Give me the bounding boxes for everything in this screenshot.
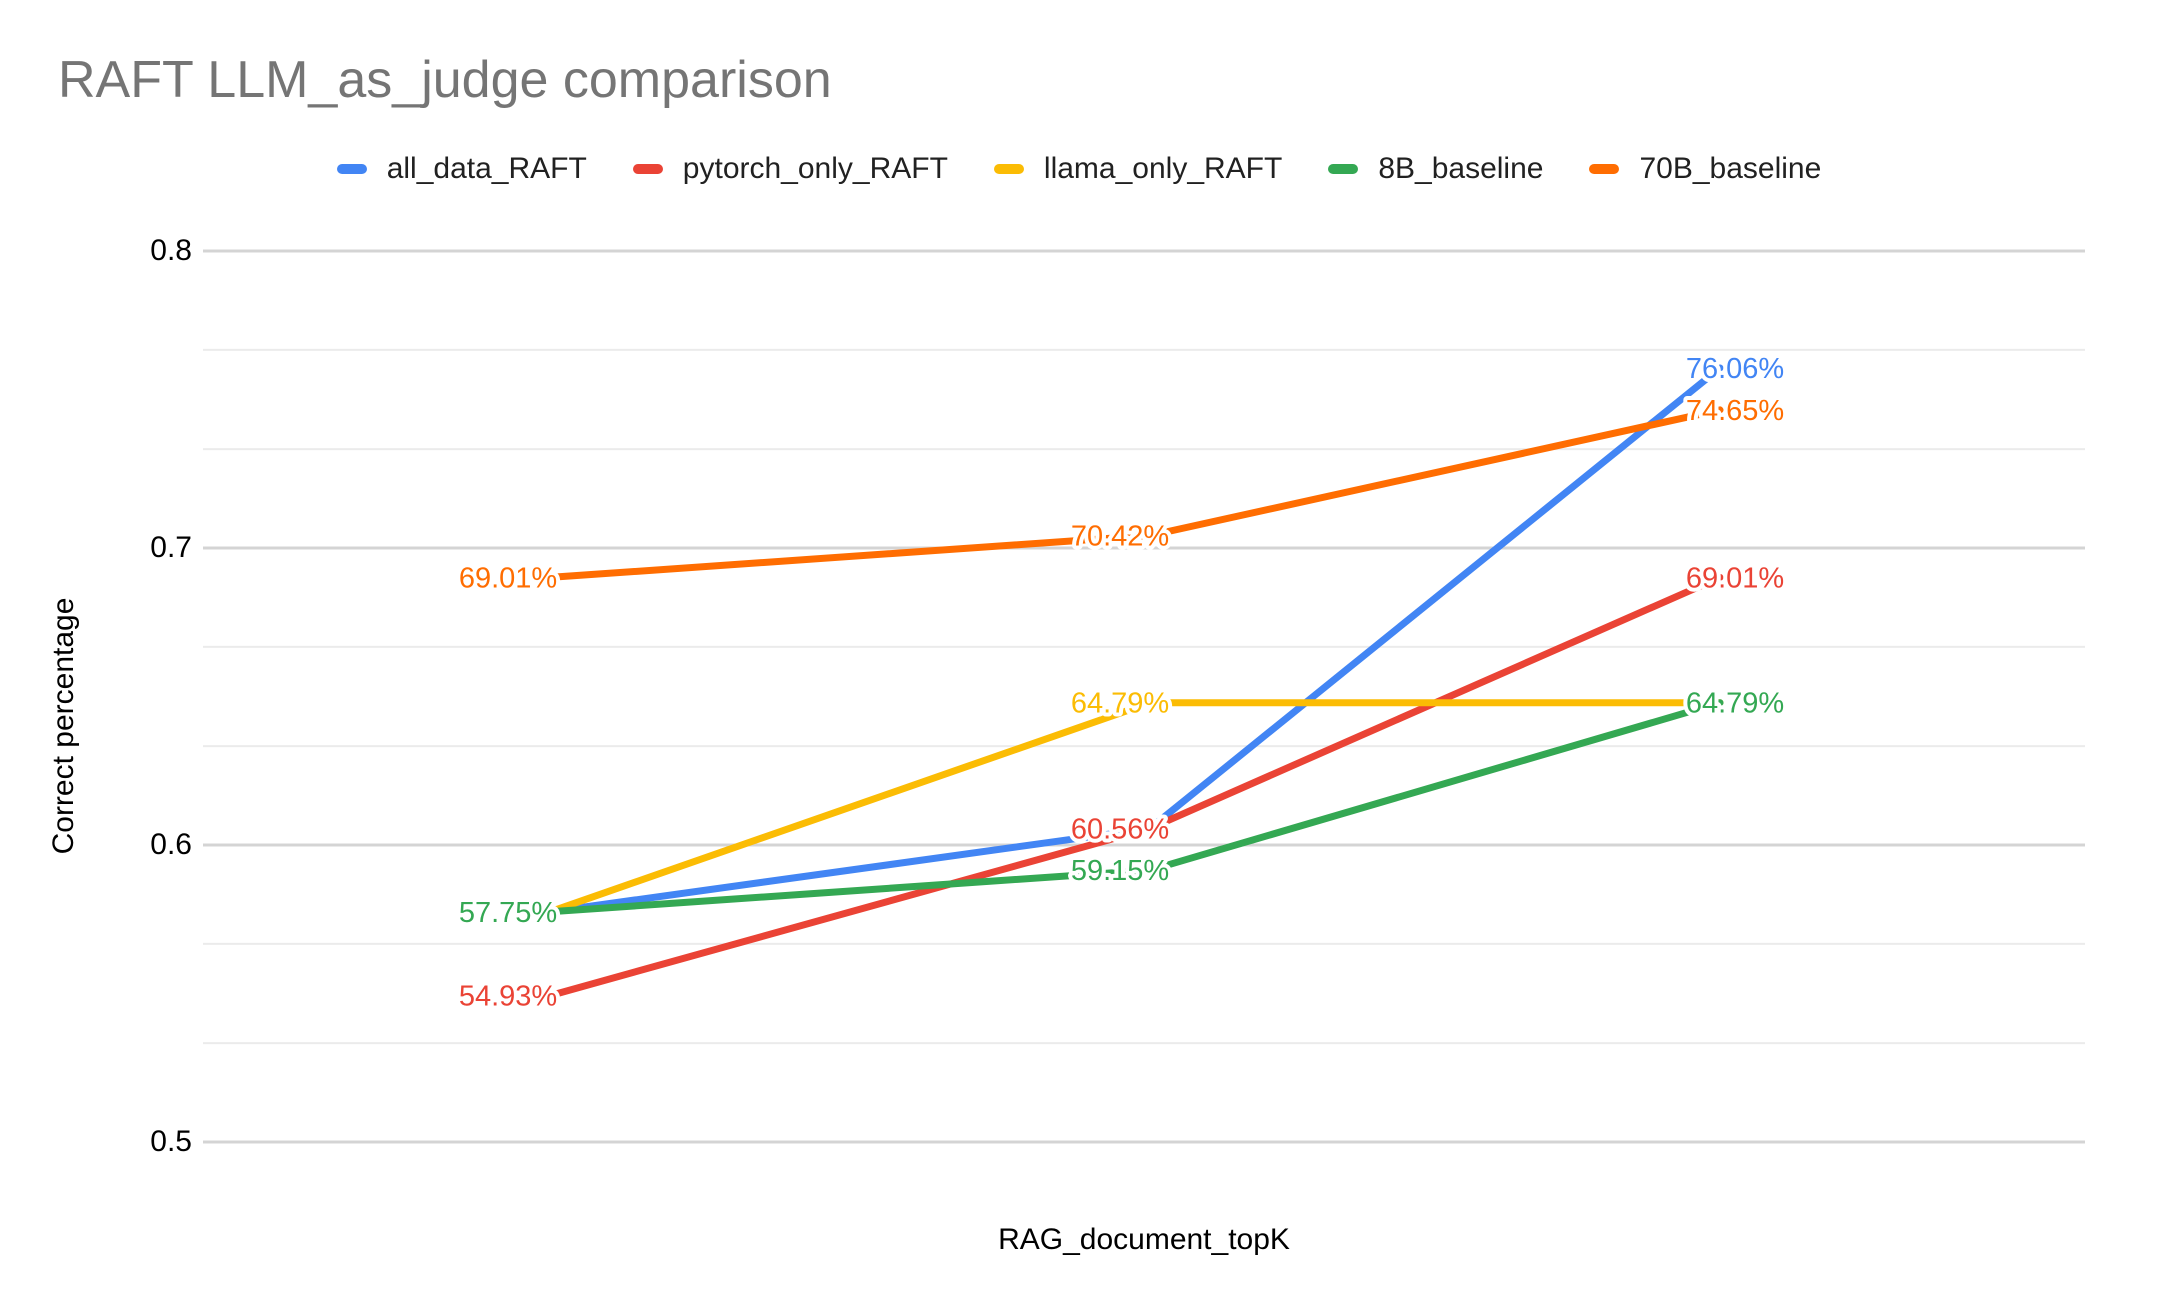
y-tick-0.5: 0.5 [150, 1125, 192, 1158]
point-label-8B_baseline-0: 57.75% [459, 897, 557, 929]
legend-label-all_data_RAFT: all_data_RAFT [386, 152, 587, 185]
legend-item-pytorch_only_RAFT: pytorch_only_RAFT [632, 150, 948, 188]
point-label-llama_only_RAFT-1: 64.79% [1071, 688, 1169, 720]
point-label-70B_baseline-2: 74.65% [1686, 395, 1784, 427]
series-line-pytorch_only_RAFT [546, 573, 1724, 1000]
legend-swatch-pytorch_only_RAFT [632, 164, 663, 174]
y-tick-0.7: 0.7 [150, 531, 192, 564]
point-label-pytorch_only_RAFT-0: 54.93% [459, 981, 557, 1013]
legend-swatch-all_data_RAFT [336, 164, 367, 174]
y-tick-0.8: 0.8 [150, 234, 192, 267]
legend-item-70B_baseline: 70B_baseline [1589, 150, 1821, 188]
point-label-pytorch_only_RAFT-1: 60.56% [1071, 813, 1169, 845]
legend-swatch-8B_baseline [1328, 164, 1359, 174]
legend-label-pytorch_only_RAFT: pytorch_only_RAFT [682, 152, 948, 185]
y-tick-0.6: 0.6 [150, 828, 192, 861]
legend-label-llama_only_RAFT: llama_only_RAFT [1043, 152, 1283, 185]
series-line-llama_only_RAFT [546, 699, 1724, 916]
legend-swatch-llama_only_RAFT [993, 164, 1024, 174]
x-axis-title: RAG_document_topK [998, 1223, 1290, 1256]
point-label-pytorch_only_RAFT-2: 69.01% [1686, 562, 1784, 594]
point-label-all_data_RAFT-2: 76.06% [1686, 353, 1784, 385]
legend-label-8B_baseline: 8B_baseline [1378, 152, 1544, 185]
point-label-70B_baseline-1: 70.42% [1071, 521, 1169, 553]
legend-item-8B_baseline: 8B_baseline [1328, 150, 1543, 188]
legend: all_data_RAFT pytorch_only_RAFT llama_only… [0, 150, 2158, 188]
chart-title: RAFT LLM_as_judge comparison [58, 51, 832, 109]
legend-item-all_data_RAFT: all_data_RAFT [336, 150, 587, 188]
series-line-8B_baseline [546, 699, 1724, 916]
legend-swatch-70B_baseline [1589, 164, 1620, 174]
legend-label-70B_baseline: 70B_baseline [1639, 152, 1822, 185]
point-label-8B_baseline-1: 59.15% [1071, 855, 1169, 887]
series-line-70B_baseline [546, 406, 1724, 581]
point-label-8B_baseline-2: 64.79% [1686, 688, 1784, 720]
legend-item-llama_only_RAFT: llama_only_RAFT [993, 150, 1283, 188]
point-label-70B_baseline-0: 69.01% [459, 562, 557, 594]
